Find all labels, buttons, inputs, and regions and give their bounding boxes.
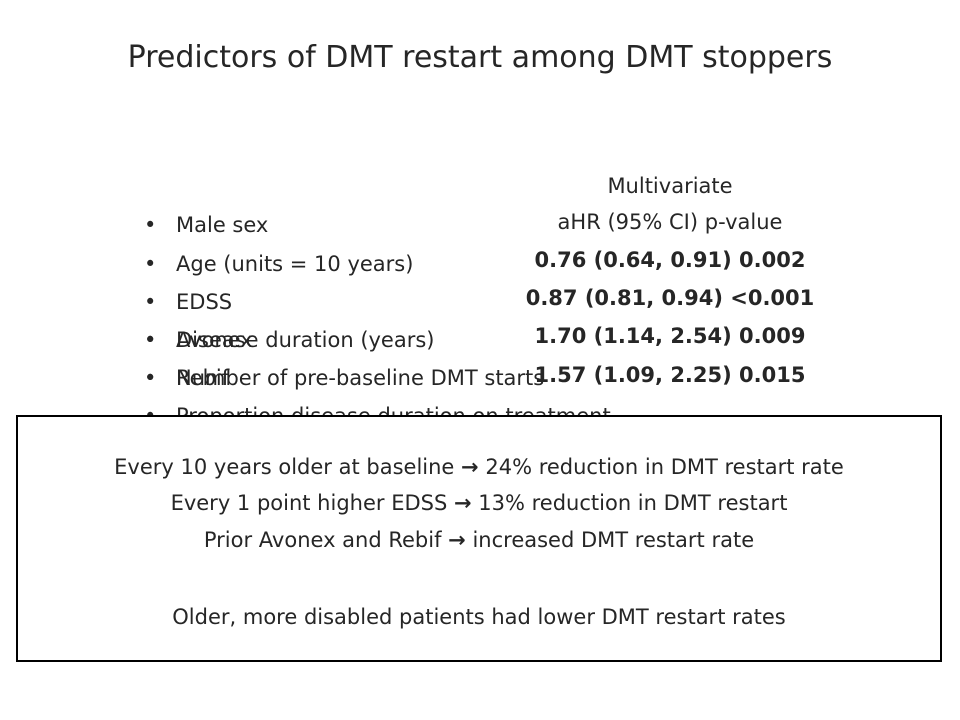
summary-conclusion: Older, more disabled patients had lower … [172,605,786,629]
summary-line-edss: Every 1 point higher EDSS → 13% reductio… [18,489,940,517]
result-row-rebif: 1.57 (1.09, 2.25) 0.015 [534,363,806,387]
bullet-item-edss: EDSS [144,288,232,316]
arrow-right-icon: → [453,491,472,515]
summary-line-age-cause: Every 10 years older at baseline [114,455,455,479]
results-header-columns: aHR (95% CI) p-value [557,210,783,234]
result-row-avonex: 1.70 (1.14, 2.54) 0.009 [534,324,806,348]
summary-line-prior-dmt-cause: Prior Avonex and Rebif [203,528,442,552]
summary-box: Every 10 years older at baseline → 24% r… [16,415,942,662]
bullet-item-avonex: Avonex [144,326,253,354]
result-row-edss: 0.87 (0.81, 0.94) <0.001 [525,286,815,310]
summary-line-age-effect: 24% reduction in DMT restart rate [485,455,844,479]
bullet-item-age: Age (units = 10 years) [144,250,414,278]
bullet-item-rebif: Rebif [144,364,229,392]
arrow-right-icon: → [461,455,479,479]
slide-title: Predictors of DMT restart among DMT stop… [127,40,833,75]
summary-line-age: Every 10 years older at baseline → 24% r… [18,453,940,481]
results-header-multivariate: Multivariate [607,174,733,198]
bullet-item-male-sex: Male sex [144,211,268,239]
summary-line-prior-dmt-effect: increased DMT restart rate [472,528,755,552]
summary-line-edss-effect: 13% reduction in DMT restart [478,491,788,515]
arrow-right-icon: → [448,528,466,552]
summary-line-prior-dmt: Prior Avonex and Rebif → increased DMT r… [18,526,940,554]
summary-line-edss-cause: Every 1 point higher EDSS [170,491,448,515]
result-row-age: 0.76 (0.64, 0.91) 0.002 [534,248,806,272]
